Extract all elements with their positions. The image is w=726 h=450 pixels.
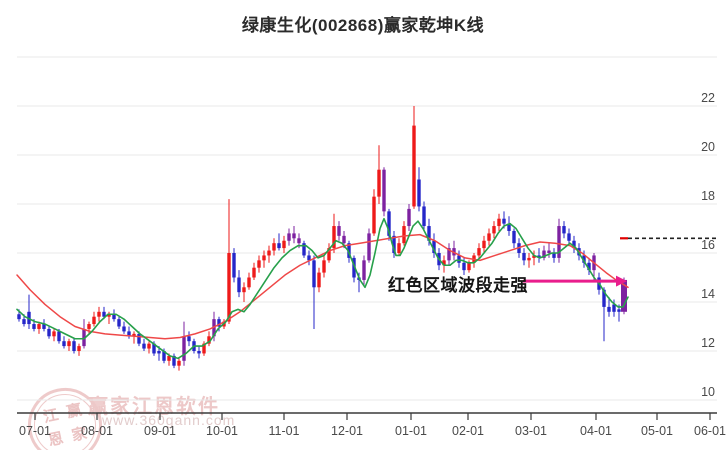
svg-text:06-01: 06-01 — [694, 424, 726, 438]
chart-title: 绿康生化(002868)赢家乾坤K线 — [241, 16, 485, 35]
watermark-url: www.360gann.com — [102, 412, 236, 428]
svg-text:14: 14 — [701, 287, 715, 301]
svg-text:07-01: 07-01 — [19, 424, 51, 438]
svg-text:12: 12 — [701, 336, 715, 350]
svg-text:11-01: 11-01 — [268, 424, 299, 438]
svg-text:10-01: 10-01 — [206, 424, 238, 438]
svg-text:08-01: 08-01 — [81, 424, 113, 438]
svg-text:02-01: 02-01 — [452, 424, 484, 438]
svg-text:16: 16 — [701, 238, 715, 252]
svg-text:01-01: 01-01 — [395, 424, 427, 438]
annotation-label: 红色区域波段走强 — [388, 276, 528, 295]
svg-text:20: 20 — [701, 140, 715, 154]
svg-text:04-01: 04-01 — [580, 424, 612, 438]
svg-text:22: 22 — [701, 91, 715, 105]
svg-text:03-01: 03-01 — [515, 424, 547, 438]
svg-text:05-01: 05-01 — [641, 424, 673, 438]
svg-text:10: 10 — [701, 385, 715, 399]
svg-text:12-01: 12-01 — [331, 424, 363, 438]
svg-text:09-01: 09-01 — [144, 424, 176, 438]
svg-text:18: 18 — [701, 189, 715, 203]
